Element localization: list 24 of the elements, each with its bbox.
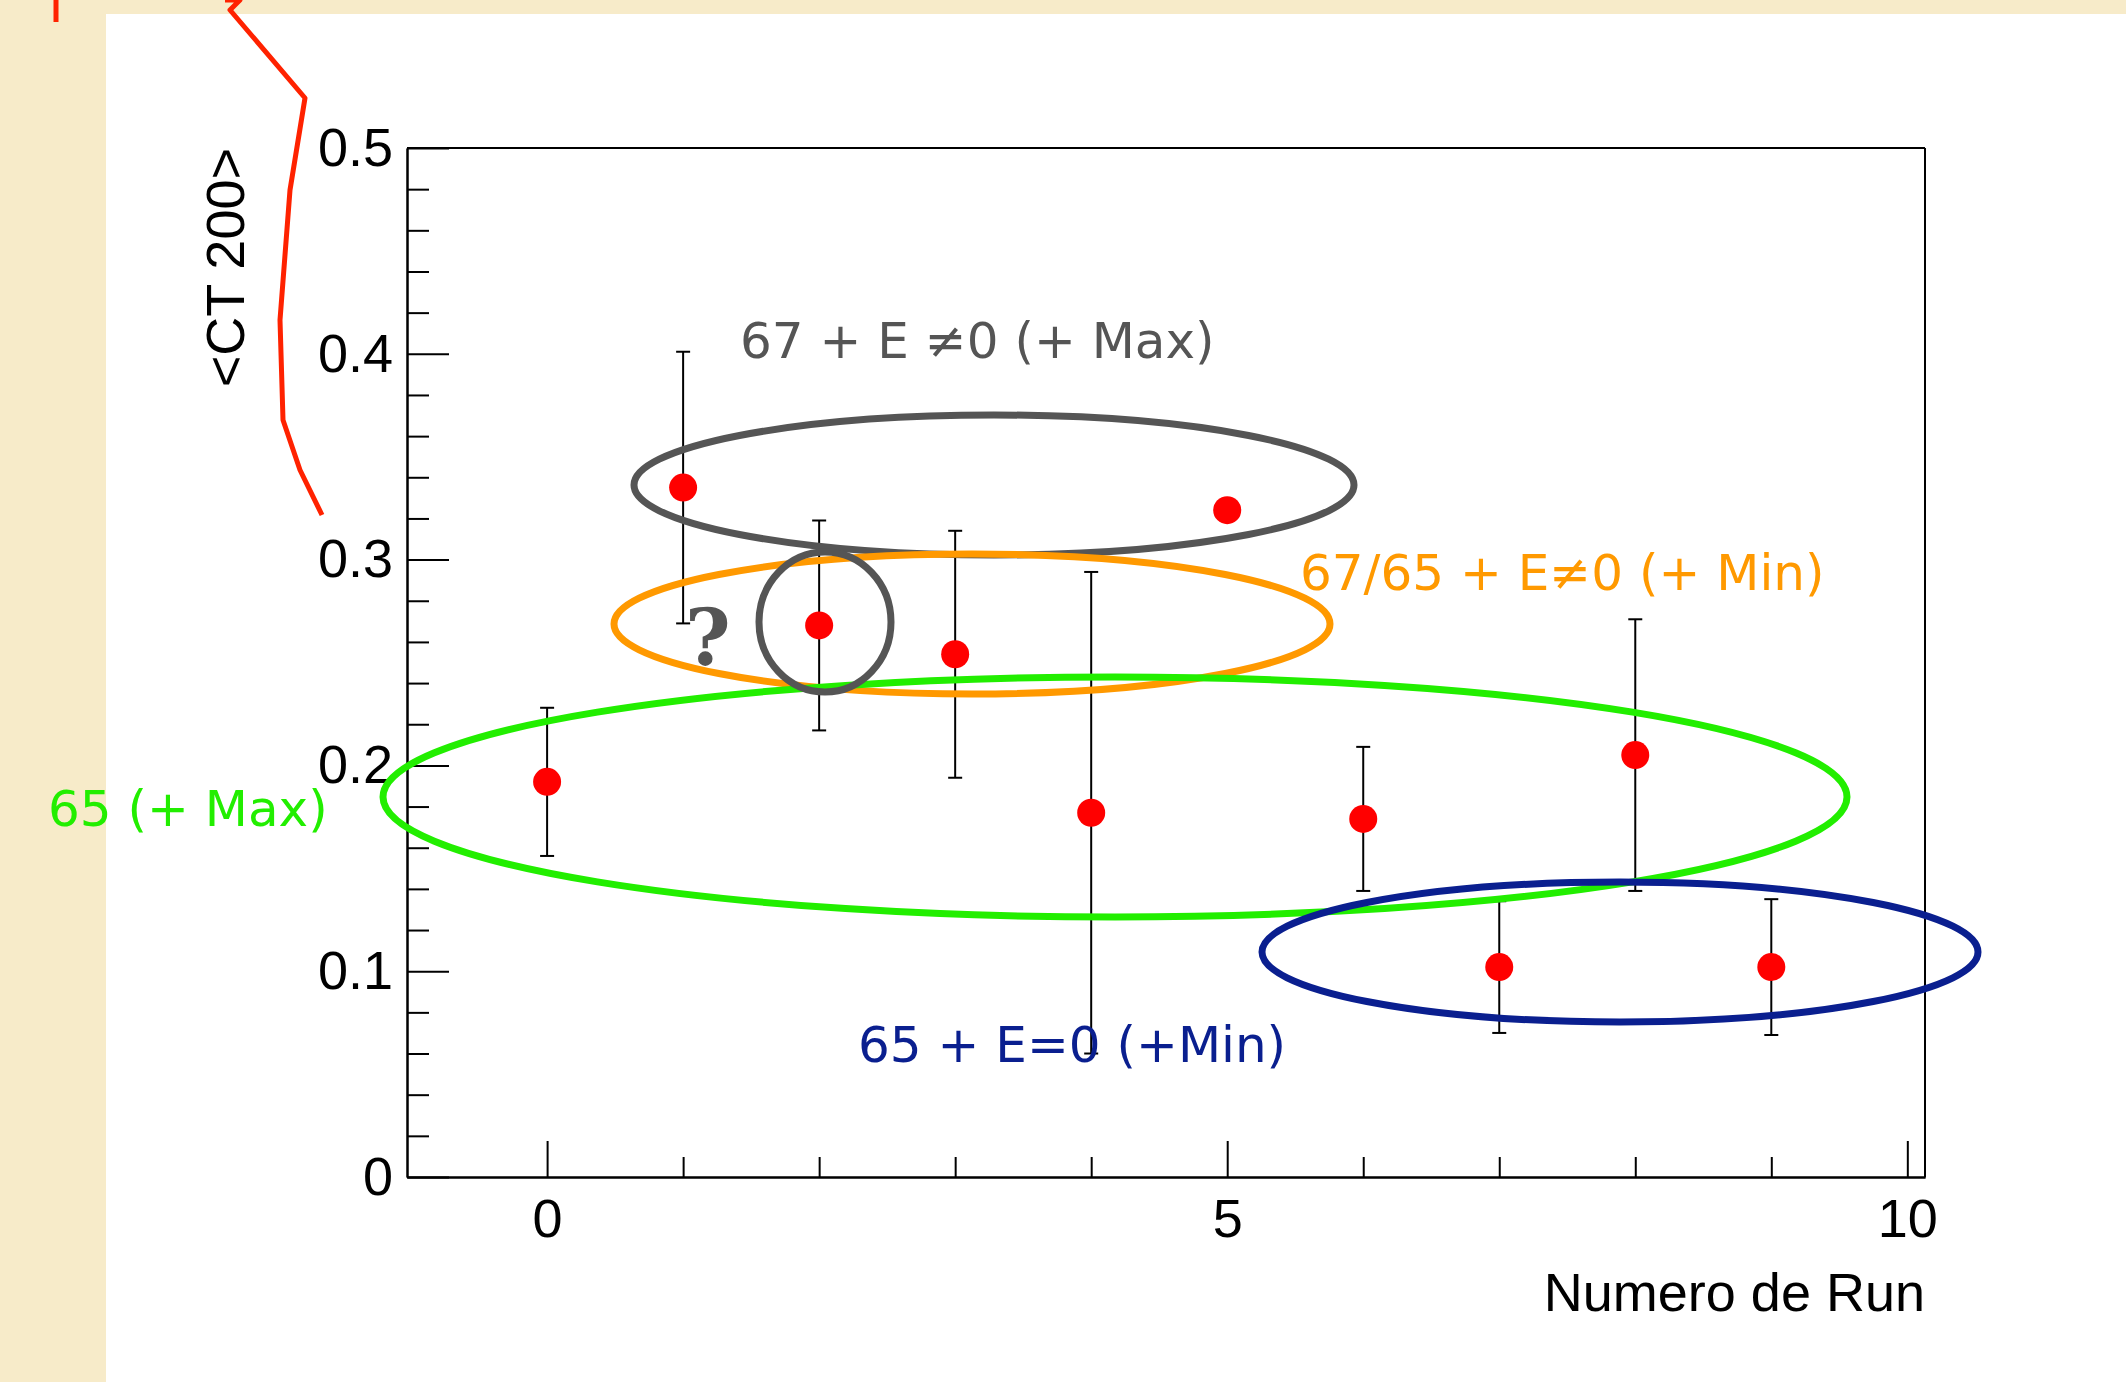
y-tick-label: 0.4 [317, 322, 393, 383]
y-tick-label: 0.3 [317, 528, 393, 589]
x-axis-title: Numero de Run [1543, 1262, 1925, 1322]
point [1077, 798, 1106, 827]
point [1213, 496, 1242, 525]
point [1757, 953, 1786, 982]
annotation: 67/65 + E≠0 (+ Min) [1300, 544, 1825, 602]
x-tick-label: 10 [1877, 1188, 1938, 1249]
annotation: ? [685, 592, 731, 683]
y-tick-label: 0.5 [317, 116, 393, 177]
x-tick-label: 0 [532, 1188, 563, 1249]
point [1621, 741, 1650, 770]
y-tick-label: 0 [362, 1145, 393, 1206]
x-tick-label: 5 [1212, 1188, 1243, 1249]
point [669, 473, 698, 502]
annotation: 65 + E=0 (+Min) [858, 1016, 1287, 1074]
y-tick-label: 0.1 [317, 939, 393, 1000]
point [533, 767, 562, 796]
point [805, 611, 834, 640]
point [1485, 953, 1514, 982]
y-axis-title: <CT 200> [195, 148, 255, 388]
point [941, 640, 970, 669]
point [1349, 804, 1378, 833]
annotation: 67 + E ≠0 (+ Max) [740, 312, 1215, 370]
